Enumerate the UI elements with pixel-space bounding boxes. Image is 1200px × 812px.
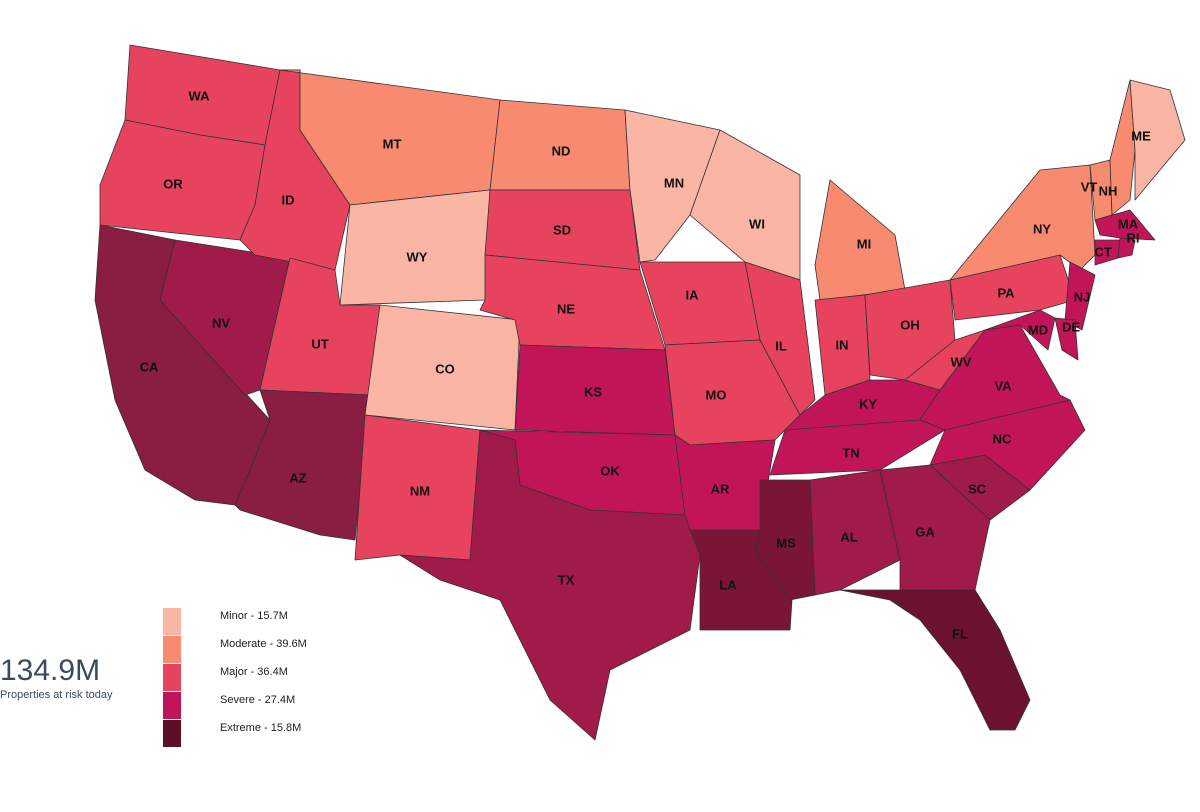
state-label: LA — [719, 577, 737, 592]
state-shape — [1117, 237, 1136, 259]
state-label: UT — [311, 336, 328, 351]
legend-swatch — [163, 608, 181, 635]
state-label: PA — [997, 285, 1015, 300]
state-labels: WA OR CA NV ID MT WY UT AZ CO NM ND SD NE KS OK TX MN IA MO… — [140, 88, 1151, 641]
state-label: TX — [558, 572, 575, 587]
state-label: CA — [140, 359, 159, 374]
state-label: ID — [282, 192, 295, 207]
state-label: OK — [600, 463, 620, 478]
state-shape — [1054, 317, 1079, 361]
legend-swatch — [163, 636, 181, 663]
state-shape — [1109, 79, 1136, 216]
state-label: AZ — [289, 470, 306, 485]
state-label: IL — [775, 338, 787, 353]
state-label: CT — [1094, 244, 1111, 259]
state-label: VA — [994, 378, 1012, 393]
legend-label: Moderate - 39.6M — [220, 638, 307, 650]
state-shape — [949, 164, 1096, 281]
state-shape — [839, 589, 1031, 731]
state-label: MT — [383, 136, 402, 151]
legend-swatch — [163, 720, 181, 747]
state-label: TN — [842, 445, 859, 460]
state-label: WA — [189, 88, 211, 103]
state-label: GA — [915, 524, 935, 539]
state-shape — [744, 261, 816, 416]
state-label: MI — [857, 236, 871, 251]
state-label: CO — [435, 361, 455, 376]
state-label: IN — [836, 337, 849, 352]
state-label: DE — [1062, 319, 1080, 334]
state-shape — [984, 309, 1056, 351]
state-label: WY — [407, 249, 428, 264]
state-shape — [399, 429, 701, 741]
state-shape — [769, 419, 946, 476]
state-label: KS — [584, 384, 602, 399]
state-label: OR — [163, 176, 183, 191]
state-shape — [1094, 209, 1156, 241]
state-label: MA — [1118, 216, 1139, 231]
state-label: RI — [1127, 230, 1140, 245]
state-label: WV — [951, 354, 972, 369]
state-label: NV — [212, 315, 230, 330]
state-label: SC — [968, 481, 987, 496]
state-label: FL — [952, 626, 968, 641]
state-label: WI — [749, 216, 765, 231]
legend-label: Severe - 27.4M — [220, 694, 295, 706]
state-shape — [479, 254, 666, 351]
state-shape — [1064, 261, 1096, 331]
state-label: AR — [711, 481, 730, 496]
state-label: NE — [557, 301, 575, 316]
state-label: IA — [686, 287, 700, 302]
state-shape — [339, 189, 491, 306]
state-label: NJ — [1074, 289, 1091, 304]
state-label: NC — [993, 431, 1012, 446]
state-label: ME — [1131, 128, 1151, 143]
legend-label: Minor - 15.7M — [220, 610, 288, 622]
state-shape — [1129, 79, 1186, 201]
state-shape — [809, 469, 901, 596]
legend-swatch — [163, 664, 181, 691]
state-label: NH — [1099, 183, 1118, 198]
legend-swatch — [163, 692, 181, 719]
state-label: ND — [552, 143, 571, 158]
state-label: SD — [553, 222, 571, 237]
state-label: VT — [1081, 179, 1098, 194]
state-label: KY — [859, 396, 877, 411]
legend-label: Extreme - 15.8M — [220, 722, 301, 734]
state-label: MS — [776, 535, 796, 550]
state-label: NM — [410, 483, 430, 498]
state-label: MN — [664, 175, 684, 190]
states — [94, 44, 1186, 741]
state-label: AL — [840, 529, 857, 544]
state-label: MD — [1028, 322, 1048, 337]
legend-label: Major - 36.4M — [220, 666, 288, 678]
legend: Minor - 15.7M Moderate - 39.6M Major - 36.… — [163, 608, 307, 747]
state-label: MO — [706, 387, 727, 402]
state-label: NY — [1033, 221, 1051, 236]
total-value: 134.9M — [0, 654, 100, 687]
state-label: OH — [900, 317, 920, 332]
total-caption: Properties at risk today — [0, 689, 113, 701]
